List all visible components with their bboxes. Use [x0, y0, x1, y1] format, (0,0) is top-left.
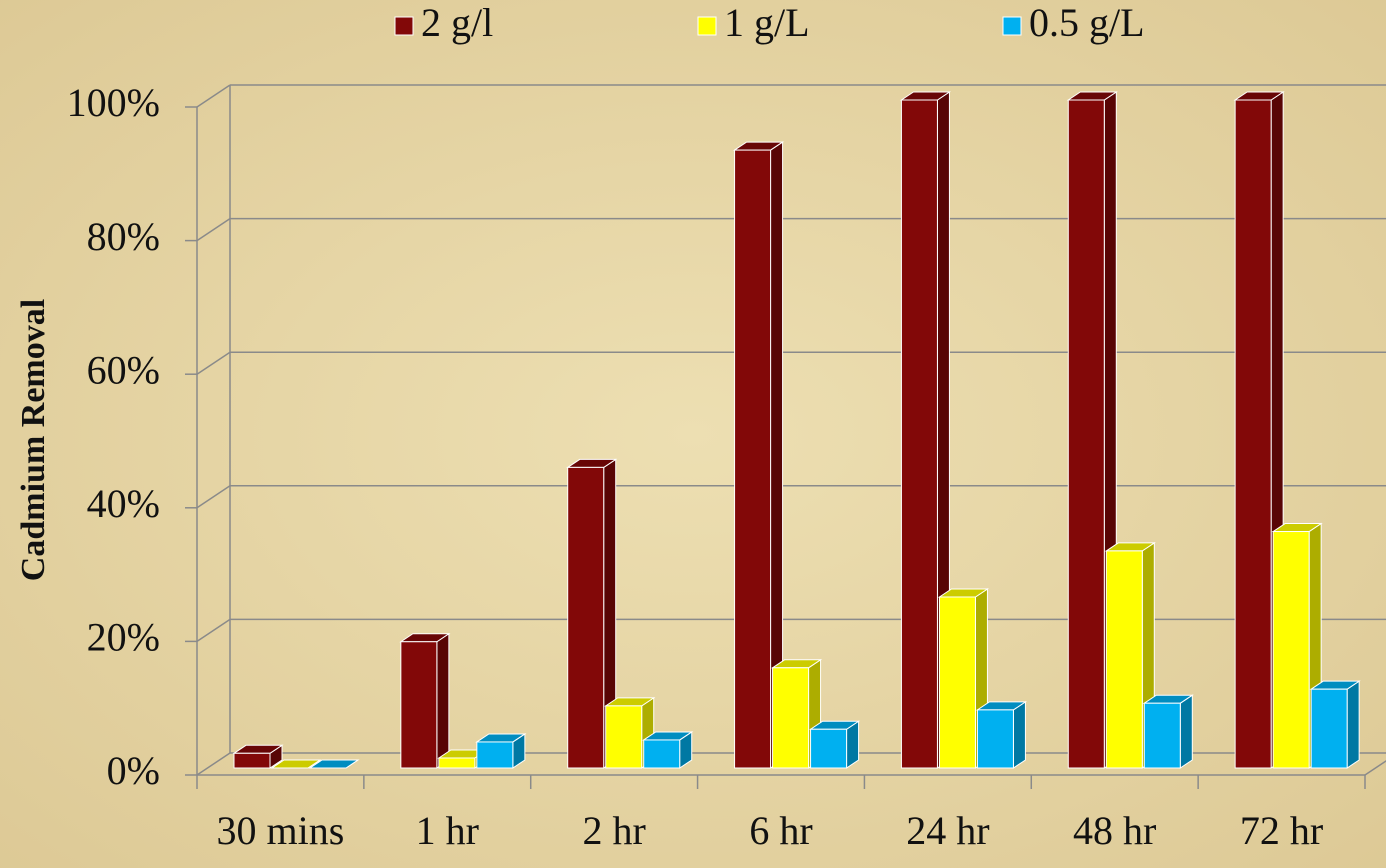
floor-edge — [1364, 760, 1386, 776]
bar — [810, 728, 848, 769]
bar — [1067, 99, 1105, 769]
bar — [900, 99, 938, 769]
y-tick-label: 60% — [87, 347, 160, 392]
bar-group — [642, 731, 694, 769]
x-tick-label: 48 hr — [1073, 808, 1156, 853]
bar-group — [308, 759, 360, 769]
bar — [1272, 531, 1310, 769]
bar — [233, 752, 271, 769]
bar-group — [270, 759, 322, 769]
bar-group — [1142, 694, 1194, 769]
bar-group — [808, 720, 861, 769]
bar-side — [1012, 700, 1026, 769]
bar-top — [270, 759, 322, 769]
bar — [438, 757, 476, 769]
y-tick-label: 0% — [107, 748, 160, 793]
bar-group — [399, 632, 451, 769]
bar — [938, 596, 976, 769]
wall-grid-line — [196, 217, 231, 242]
bar-side — [436, 632, 450, 769]
bar-top — [308, 759, 360, 769]
bar-group — [975, 700, 1028, 769]
y-axis-label: Cadmium Removal — [15, 299, 52, 581]
bar — [605, 705, 643, 769]
bar — [567, 466, 605, 769]
legend-swatch — [394, 16, 414, 36]
legend-label: 0.5 g/L — [1029, 0, 1145, 45]
wall-grid-line — [196, 752, 231, 776]
legend-swatch — [1002, 16, 1022, 36]
x-tick-label: 72 hr — [1240, 808, 1323, 853]
x-tick-label: 2 hr — [582, 808, 645, 853]
bar — [772, 667, 810, 769]
bar — [400, 641, 438, 769]
bar — [734, 149, 772, 769]
x-tick-label: 1 hr — [416, 808, 479, 853]
legend-swatch — [697, 16, 717, 36]
bar — [643, 739, 681, 769]
bar-side — [1179, 694, 1193, 769]
y-tick-label: 40% — [87, 481, 160, 526]
wall-grid-line — [196, 351, 231, 375]
bar — [1310, 688, 1348, 769]
y-tick-label: 80% — [87, 214, 160, 259]
bar-group — [604, 696, 656, 769]
wall-grid-line — [196, 618, 231, 643]
bar-group — [232, 744, 284, 769]
bar — [1234, 99, 1272, 769]
bar-group — [732, 141, 785, 769]
legend-label: 2 g/l — [421, 0, 493, 45]
wall-grid-line — [196, 84, 231, 108]
bar-side — [1346, 680, 1360, 769]
bar — [1143, 702, 1181, 769]
x-tick-label: 24 hr — [906, 808, 989, 853]
bar — [1105, 550, 1143, 769]
legend-label: 1 g/L — [724, 0, 810, 45]
bar-group — [475, 733, 527, 769]
y-tick-label: 100% — [67, 80, 160, 125]
wall-grid-line — [196, 485, 231, 509]
x-tick-label: 30 mins — [217, 808, 345, 853]
bar-group — [1309, 680, 1361, 769]
bar — [976, 709, 1014, 769]
x-tick-label: 6 hr — [749, 808, 812, 853]
bar-group — [1233, 91, 1285, 769]
y-tick-label: 20% — [87, 615, 160, 660]
bar — [476, 741, 514, 769]
bar-group — [566, 458, 618, 769]
